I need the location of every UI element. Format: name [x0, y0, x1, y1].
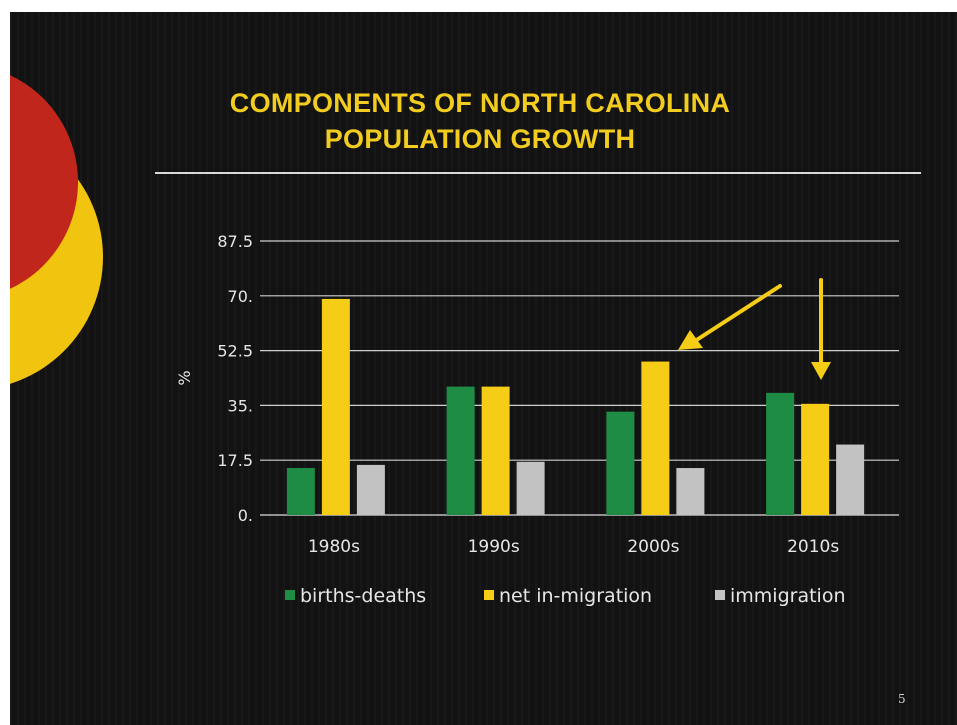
legend-label: immigration [730, 585, 845, 607]
y-tick-label: 17.5 [217, 451, 253, 470]
chart: 0. 17.5 35. 52.5 70. 87.5 1980s 1990s 2000s 2010… [10, 75, 899, 607]
y-tick-label: 87.5 [217, 232, 253, 251]
legend-label: births-deaths [300, 585, 426, 607]
x-tick-label: 1980s [308, 537, 360, 557]
net-in-migration-bar [481, 386, 510, 515]
births-deaths-bar [286, 468, 315, 515]
net-in-migration-bar [801, 403, 830, 515]
legend-swatch [285, 590, 295, 600]
annotation-arrowhead-2010s [811, 362, 831, 380]
y-axis-label: % [175, 370, 194, 385]
immigration-bar [836, 444, 865, 515]
title-divider [155, 172, 921, 174]
births-deaths-bar [446, 386, 475, 515]
births-deaths-bar [766, 392, 795, 515]
annotation-arrowhead-2000s [678, 330, 703, 350]
decor-red-circle [10, 75, 78, 289]
legend-swatch [484, 590, 494, 600]
legend-swatch [715, 590, 725, 600]
x-tick-label: 1990s [468, 537, 520, 557]
x-tick-label: 2010s [787, 537, 839, 557]
y-tick-label: 70. [228, 287, 253, 306]
chart-title-line-1: COMPONENTS OF NORTH CAROLINA [229, 88, 731, 118]
births-deaths-bar [606, 411, 635, 515]
y-tick-label: 0. [238, 506, 253, 525]
page-number: 5 [898, 692, 906, 706]
slide: 0. 17.5 35. 52.5 70. 87.5 1980s 1990s 2000s 2010… [10, 12, 957, 725]
y-tick-label: 35. [228, 396, 253, 415]
decorative-circles [10, 75, 103, 384]
net-in-migration-bar [321, 298, 350, 515]
immigration-bar [356, 464, 385, 515]
immigration-bar [676, 468, 705, 515]
net-in-migration-bar [641, 361, 670, 515]
slide-background-texture [10, 12, 957, 725]
chart-title-line-2: POPULATION GROWTH [324, 124, 636, 154]
x-tick-label: 2000s [627, 537, 679, 557]
legend-label: net in-migration [499, 585, 652, 607]
annotation-arrow-2000s [693, 284, 782, 343]
y-tick-label: 52.5 [217, 342, 253, 361]
immigration-bar [516, 461, 545, 515]
